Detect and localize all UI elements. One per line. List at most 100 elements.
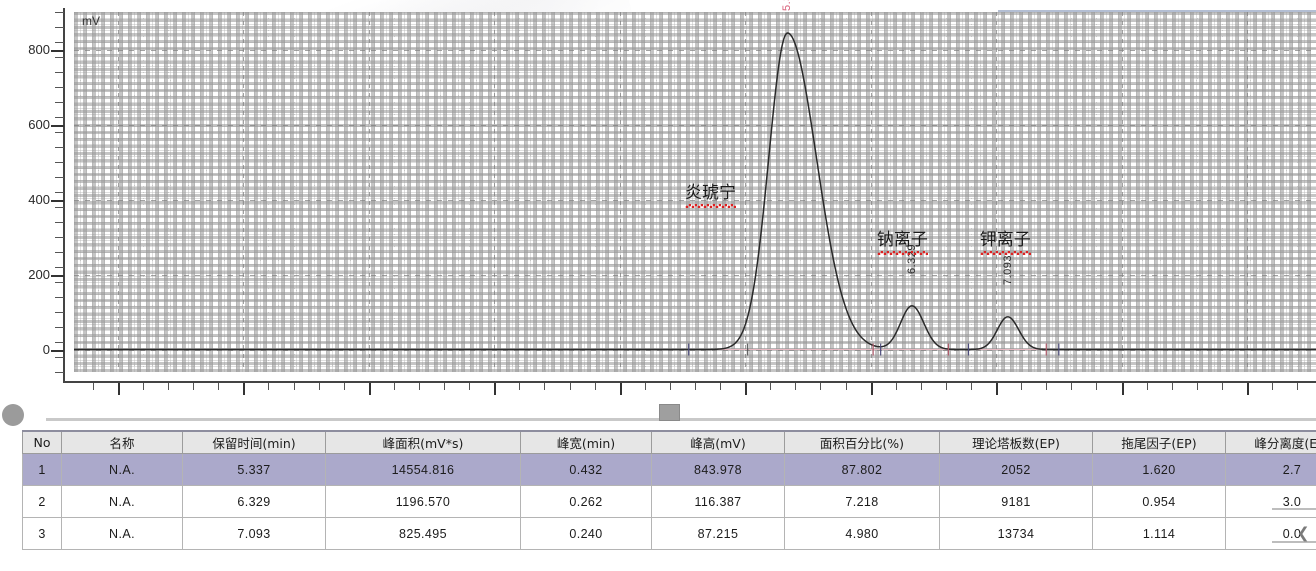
scrollbar-track[interactable]	[46, 418, 1316, 421]
horizontal-scroll-thumb[interactable]	[659, 404, 680, 421]
x-tick-minor	[143, 383, 144, 390]
x-tick-major	[870, 383, 873, 395]
x-tick-minor	[1196, 383, 1198, 390]
x-tick-minor	[1046, 383, 1048, 390]
column-header-res[interactable]: 峰分离度(EP)	[1225, 430, 1316, 454]
y-tick-minor	[55, 57, 64, 58]
spellcheck-underline	[979, 251, 1031, 256]
cell-area-percent[interactable]: 4.980	[784, 517, 940, 550]
y-tick-minor	[55, 87, 64, 88]
cell-peak-width[interactable]: 0.432	[520, 453, 652, 486]
y-tick-minor	[55, 132, 64, 133]
x-tick-label: 2	[365, 396, 372, 398]
peak-name-annotation: 钠离子	[876, 225, 928, 257]
y-axis-labels: 0 200 400 600 800	[0, 0, 50, 398]
y-tick-minor	[55, 342, 64, 343]
cell-no[interactable]: 2	[22, 485, 62, 518]
cell-resolution[interactable]: 3.0	[1225, 485, 1316, 518]
y-tick-minor	[55, 12, 64, 13]
cell-area-percent[interactable]: 87.802	[784, 453, 940, 486]
cell-retention-time[interactable]: 5.337	[182, 453, 326, 486]
y-tick-major	[51, 349, 64, 352]
chevron-left-icon[interactable]: ❮	[1297, 524, 1310, 542]
cell-name[interactable]: N.A.	[61, 517, 183, 550]
horizontal-scrollbar[interactable]	[0, 404, 1316, 422]
cell-peak-area[interactable]: 1196.570	[325, 485, 521, 518]
y-tick-label: 200	[28, 266, 50, 282]
column-header-name[interactable]: 名称	[61, 430, 183, 454]
table-row[interactable]: 2 N.A. 6.329 1196.570 0.262 116.387 7.218 9181 0…	[22, 485, 1316, 518]
y-axis-unit-label: mV	[82, 14, 100, 28]
cell-resolution[interactable]: 2.7	[1225, 453, 1316, 486]
cell-peak-width[interactable]: 0.240	[520, 517, 652, 550]
cell-peak-height[interactable]: 116.387	[651, 485, 785, 518]
cell-peak-height[interactable]: 87.215	[651, 517, 785, 550]
y-tick-label: 800	[28, 41, 50, 57]
x-tick-minor	[92, 383, 94, 390]
cell-peak-width[interactable]: 0.262	[520, 485, 652, 518]
cell-no[interactable]: 1	[22, 453, 62, 486]
y-tick-minor	[55, 42, 64, 43]
cell-peak-height[interactable]: 843.978	[651, 453, 785, 486]
y-tick-minor	[55, 207, 64, 208]
column-header-pct[interactable]: 面积百分比(%)	[784, 430, 940, 454]
y-tick-minor	[55, 357, 64, 358]
cell-name[interactable]: N.A.	[61, 485, 183, 518]
y-tick-minor	[55, 237, 64, 238]
cell-peak-area[interactable]: 14554.816	[325, 453, 521, 486]
x-tick-label: 0	[114, 396, 121, 398]
table-row[interactable]: 3 N.A. 7.093 825.495 0.240 87.215 4.980 13734 1.…	[22, 517, 1316, 550]
x-tick-label: 3	[491, 396, 498, 398]
cell-tailing-factor[interactable]: 1.620	[1092, 453, 1226, 486]
cell-area-percent[interactable]: 7.218	[784, 485, 940, 518]
column-header-height[interactable]: 峰高(mV)	[651, 430, 785, 454]
x-tick-minor	[193, 383, 195, 390]
cell-theoretical-plates[interactable]: 9181	[939, 485, 1093, 518]
y-tick-minor	[55, 327, 64, 328]
y-tick-minor	[55, 252, 64, 253]
spellcheck-underline	[876, 251, 928, 256]
cell-resolution[interactable]: 0.0	[1225, 517, 1316, 550]
cell-tailing-factor[interactable]: 0.954	[1092, 485, 1226, 518]
y-tick-minor	[55, 27, 64, 28]
cell-retention-time[interactable]: 6.329	[182, 485, 326, 518]
cell-theoretical-plates[interactable]: 2052	[939, 453, 1093, 486]
x-tick-label: 6	[867, 396, 874, 398]
peak-name-annotation: 炎琥宁	[684, 178, 736, 210]
cell-theoretical-plates[interactable]: 13734	[939, 517, 1093, 550]
y-tick-major	[51, 274, 64, 277]
x-tick-minor	[1221, 383, 1223, 390]
cell-no[interactable]: 3	[22, 517, 62, 550]
cell-tailing-factor[interactable]: 1.114	[1092, 517, 1226, 550]
column-header-area[interactable]: 峰面积(mV*s)	[325, 430, 521, 454]
y-tick-label: 600	[28, 116, 50, 132]
x-tick-minor	[519, 383, 521, 390]
x-tick-label: 4	[616, 396, 623, 398]
x-tick-label: 9	[1243, 396, 1250, 398]
annotation-text: 钾离子	[979, 230, 1031, 251]
peak-results-table-container[interactable]: No 名称 保留时间(min) 峰面积(mV*s) 峰宽(min) 峰高(mV)…	[22, 430, 1316, 550]
x-tick-minor	[1021, 383, 1023, 390]
y-tick-minor	[55, 297, 64, 298]
cell-peak-area[interactable]: 825.495	[325, 517, 521, 550]
x-tick-minor	[1297, 383, 1299, 390]
table-row[interactable]: 1 N.A. 5.337 14554.816 0.432 843.978 87.802 205…	[22, 453, 1316, 486]
annotation-text: 钠离子	[876, 230, 928, 251]
column-header-rt[interactable]: 保留时间(min)	[182, 430, 326, 454]
x-tick-minor	[1096, 383, 1098, 390]
column-header-width[interactable]: 峰宽(min)	[520, 430, 652, 454]
y-tick-minor	[55, 147, 64, 148]
peak-results-table[interactable]: No 名称 保留时间(min) 峰面积(mV*s) 峰宽(min) 峰高(mV)…	[22, 430, 1316, 550]
column-header-tail[interactable]: 拖尾因子(EP)	[1092, 430, 1226, 454]
x-tick-major	[1247, 383, 1249, 395]
x-tick-minor	[945, 383, 947, 390]
cell-name[interactable]: N.A.	[61, 453, 183, 486]
x-tick-major	[368, 383, 371, 395]
x-tick-minor	[293, 383, 295, 390]
column-header-no[interactable]: No	[22, 430, 62, 454]
x-tick-major	[1121, 383, 1124, 395]
cell-retention-time[interactable]: 7.093	[182, 517, 326, 550]
panel-corner-handle[interactable]	[2, 404, 24, 426]
column-header-plates[interactable]: 理论塔板数(EP)	[939, 430, 1093, 454]
